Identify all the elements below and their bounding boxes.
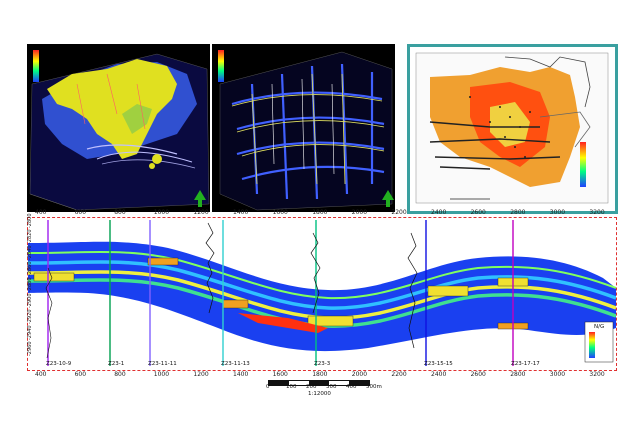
- bottom-x-tick-2: 800: [114, 371, 126, 378]
- panel-3d-net-to-gross: [27, 44, 210, 212]
- well-label-6: Z23-17-17: [511, 361, 540, 367]
- bottom-x-tick-0: 400: [35, 371, 47, 378]
- depth-tick-6: -2920: [27, 309, 33, 324]
- panel-3d-fence-diagram: [212, 44, 395, 212]
- top-x-tick-9: 2200: [391, 209, 407, 216]
- north-arrow-shaft: [198, 199, 202, 207]
- top-x-tick-4: 1200: [193, 209, 209, 216]
- top-x-tick-10: 2400: [431, 209, 447, 216]
- legend-title: N/G: [594, 324, 605, 330]
- bottom-x-tick-6: 1600: [272, 371, 288, 378]
- north-arrow-icon: [382, 190, 394, 200]
- depth-tick-3: -2860: [27, 261, 33, 276]
- legend-colorbar: [589, 332, 595, 358]
- top-x-tick-5: 1400: [233, 209, 249, 216]
- top-x-tick-8: 2000: [351, 209, 368, 216]
- top-x-tick-3: 1000: [153, 209, 170, 216]
- north-arrow-icon: [194, 190, 206, 200]
- bottom-x-tick-4: 1200: [193, 371, 209, 378]
- well-label-1: Z23-1: [108, 361, 125, 367]
- depth-tick-7: -2940: [27, 325, 33, 340]
- well-label-2: Z23-11-11: [148, 361, 177, 367]
- top-x-tick-2: 800: [114, 209, 126, 216]
- top-x-tick-1: 600: [74, 209, 87, 216]
- scale-tick-5: 500m: [366, 384, 382, 390]
- depth-tick-1: -2820: [27, 229, 33, 244]
- 3d-volume-render: [29, 50, 210, 211]
- map-colorbar: [580, 142, 586, 187]
- scale-tick-1: 100: [286, 384, 297, 390]
- top-x-tick-12: 2800: [510, 209, 526, 216]
- scale-tick-0: 0: [266, 384, 270, 390]
- depth-tick-4: -2880: [27, 277, 33, 292]
- well-label-4: Z23-3: [314, 361, 331, 367]
- top-x-tick-7: 1800: [312, 209, 328, 216]
- well-label-0: Z23-10-9: [46, 361, 72, 367]
- bottom-x-tick-9: 2200: [391, 371, 407, 378]
- well-label-5: Z23-15-15: [424, 361, 453, 367]
- scale-tick-2: 200: [306, 384, 317, 390]
- bottom-x-tick-12: 2800: [510, 371, 526, 378]
- bottom-x-tick-3: 1000: [153, 371, 170, 378]
- bottom-x-tick-13: 3000: [549, 371, 566, 378]
- bottom-x-tick-7: 1800: [312, 371, 328, 378]
- well-label-3: Z23-11-13: [221, 361, 250, 367]
- bottom-x-tick-8: 2000: [351, 371, 368, 378]
- depth-tick-0: -2800: [27, 213, 33, 228]
- depth-tick-2: -2840: [27, 245, 33, 260]
- plan-map: [415, 52, 609, 204]
- north-arrow-shaft: [386, 199, 390, 207]
- bottom-x-tick-10: 2400: [431, 371, 447, 378]
- bottom-x-tick-5: 1400: [233, 371, 249, 378]
- depth-tick-8: -2960: [27, 341, 33, 356]
- cross-section-plot: [27, 220, 617, 366]
- 3d-fence-render: [218, 50, 393, 211]
- bottom-x-tick-11: 2600: [470, 371, 486, 378]
- scale-tick-3: 300: [326, 384, 337, 390]
- scale-tick-4: 400: [346, 384, 357, 390]
- colorbar: [218, 50, 224, 82]
- scale-ratio: 1:12000: [308, 391, 331, 397]
- panel-plan-map: [407, 44, 618, 214]
- scale-bar: 0 100 200 300 400 500m 1:12000: [258, 380, 382, 397]
- top-x-tick-6: 1600: [272, 209, 288, 216]
- bottom-x-tick-1: 600: [74, 371, 87, 378]
- colorbar: [33, 50, 39, 82]
- cross-section-frame: N/G Z23-10-9 Z23-1 Z23-11-11 Z23-11-13 Z23-3…: [27, 213, 617, 371]
- depth-tick-5: -2900: [27, 293, 33, 308]
- bottom-x-tick-14: 3200: [589, 371, 605, 378]
- top-x-tick-0: 400: [35, 209, 47, 216]
- top-x-tick-11: 2600: [470, 209, 486, 216]
- top-x-tick-14: 3200: [589, 209, 605, 216]
- top-x-tick-13: 3000: [549, 209, 566, 216]
